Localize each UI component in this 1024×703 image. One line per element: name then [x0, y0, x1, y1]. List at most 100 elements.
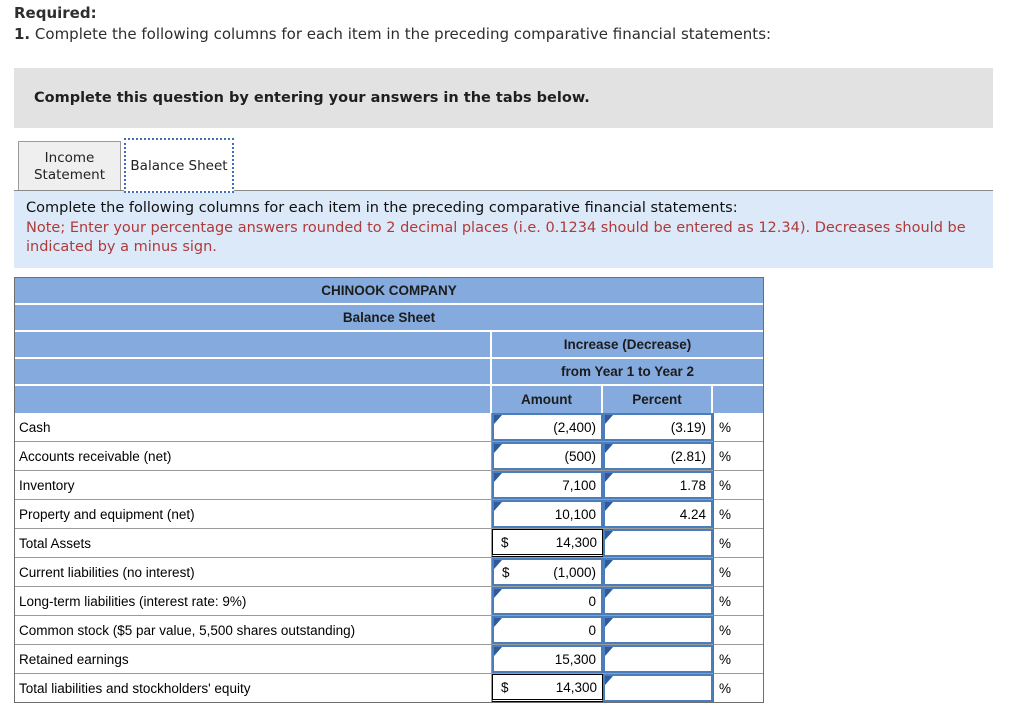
amount-value: (2,400)	[553, 419, 596, 435]
table-row: Total Assets $14,300%	[15, 529, 764, 558]
amount-input[interactable]: 0	[492, 587, 603, 615]
requirement-text: Complete the following columns for each …	[34, 25, 772, 43]
percent-input[interactable]: (2.81)	[603, 442, 713, 470]
row-label: Long-term liabilities (interest rate: 9%…	[15, 587, 492, 616]
currency-symbol: $	[502, 564, 510, 580]
required-block: Required: 1. Complete the following colu…	[14, 3, 771, 45]
amount-value: 14,300	[555, 679, 597, 695]
percent-input[interactable]: 1.78	[603, 471, 713, 499]
row-label: Current liabilities (no interest)	[15, 558, 492, 587]
cell-marker-icon	[494, 647, 502, 656]
row-label: Accounts receivable (net)	[15, 442, 492, 471]
header-spacer	[15, 332, 492, 359]
group-header-line1: Increase (Decrease)	[492, 332, 764, 359]
cell-marker-icon	[605, 502, 613, 511]
balance-sheet-table: CHINOOK COMPANY Balance Sheet Increase (…	[14, 277, 764, 703]
percent-symbol: %	[713, 616, 764, 645]
cell-marker-icon	[605, 415, 613, 424]
cell-marker-icon	[494, 502, 502, 511]
percent-symbol: %	[713, 674, 764, 702]
company-title: CHINOOK COMPANY	[15, 278, 764, 305]
row-label: Retained earnings	[15, 645, 492, 674]
question-banner: Complete this question by entering your …	[14, 68, 993, 128]
percent-symbol: %	[713, 442, 764, 471]
cell-marker-icon	[605, 647, 613, 656]
amount-value: 15,300	[554, 651, 596, 667]
amount-input[interactable]: (500)	[492, 442, 603, 470]
currency-symbol: $	[501, 534, 509, 550]
table-row: Retained earnings 15,300%	[15, 645, 764, 674]
amount-input[interactable]: 7,100	[492, 471, 603, 499]
cell-marker-icon	[494, 444, 502, 453]
tab-balance-sheet[interactable]: Balance Sheet	[124, 138, 234, 193]
row-label: Cash	[15, 413, 492, 442]
cell-marker-icon	[605, 618, 613, 627]
cell-marker-icon	[494, 560, 502, 569]
amount-input[interactable]: $ (1,000)	[492, 558, 603, 586]
tab-balance-sheet-label: Balance Sheet	[130, 157, 228, 174]
row-label: Total Assets	[15, 529, 492, 558]
row-label: Inventory	[15, 471, 492, 500]
percent-symbol: %	[713, 587, 764, 616]
percent-input[interactable]	[603, 587, 713, 615]
amount-value: 0	[588, 593, 596, 609]
amount-column-header: Amount	[492, 386, 603, 413]
percent-value: 1.78	[679, 477, 706, 493]
percent-column-header: Percent	[603, 386, 713, 413]
percent-input[interactable]: 4.24	[603, 500, 713, 528]
question-banner-text: Complete this question by entering your …	[34, 90, 590, 106]
header-spacer	[15, 359, 492, 386]
column-header-row: Amount Percent	[15, 386, 764, 413]
instruction-note: Note; Enter your percentage answers roun…	[26, 219, 966, 256]
percent-input[interactable]	[603, 558, 713, 586]
percent-value: (3.19)	[670, 419, 706, 435]
amount-value: 7,100	[562, 477, 596, 493]
percent-symbol: %	[713, 529, 764, 558]
percent-symbol: %	[713, 500, 764, 529]
percent-input[interactable]	[603, 616, 713, 644]
tab-income-statement-label: Income Statement	[33, 149, 106, 183]
cell-marker-icon	[605, 531, 613, 540]
item-number: 1.	[14, 25, 31, 43]
cell-marker-icon	[605, 589, 613, 598]
group-header-row-1: Increase (Decrease)	[15, 332, 764, 359]
row-label: Property and equipment (net)	[15, 500, 492, 529]
percent-value: (2.81)	[670, 448, 706, 464]
table-row: Inventory 7,100 1.78%	[15, 471, 764, 500]
percent-value: 4.24	[679, 506, 706, 522]
percent-input[interactable]	[603, 529, 713, 557]
percent-input[interactable]	[603, 645, 713, 673]
currency-symbol: $	[501, 679, 509, 695]
table-row: Total liabilities and stockholders' equi…	[15, 674, 764, 702]
header-spacer	[713, 386, 764, 413]
table-row: Cash (2,400) (3.19)%	[15, 413, 764, 442]
cell-marker-icon	[494, 589, 502, 598]
amount-value: (1,000)	[553, 564, 596, 580]
amount-total-cell: $14,300	[492, 674, 603, 702]
tab-income-statement[interactable]: Income Statement	[18, 141, 121, 191]
amount-input[interactable]: 0	[492, 616, 603, 644]
header-spacer	[15, 386, 492, 413]
table-row: Common stock ($5 par value, 5,500 shares…	[15, 616, 764, 645]
instruction-line: Complete the following columns for each …	[26, 200, 738, 216]
amount-total-cell: $14,300	[492, 529, 603, 557]
group-header-row-2: from Year 1 to Year 2	[15, 359, 764, 386]
amount-value: (500)	[564, 448, 596, 464]
amount-input[interactable]: 10,100	[492, 500, 603, 528]
table-title-row: CHINOOK COMPANY	[15, 278, 764, 305]
requirement-line: 1. Complete the following columns for ea…	[14, 24, 771, 45]
table-row: Long-term liabilities (interest rate: 9%…	[15, 587, 764, 616]
group-header-line2: from Year 1 to Year 2	[492, 359, 764, 386]
amount-input[interactable]: (2,400)	[492, 413, 603, 441]
row-label: Common stock ($5 par value, 5,500 shares…	[15, 616, 492, 645]
amount-value: 14,300	[555, 534, 597, 550]
table-subtitle-row: Balance Sheet	[15, 305, 764, 332]
percent-input[interactable]: (3.19)	[603, 413, 713, 441]
statement-title: Balance Sheet	[15, 305, 764, 332]
row-label: Total liabilities and stockholders' equi…	[15, 674, 492, 702]
instruction-box: Complete the following columns for each …	[14, 190, 993, 268]
cell-marker-icon	[494, 415, 502, 424]
amount-input[interactable]: 15,300	[492, 645, 603, 673]
table-row: Current liabilities (no interest) $ (1,000…	[15, 558, 764, 587]
cell-marker-icon	[605, 676, 613, 685]
